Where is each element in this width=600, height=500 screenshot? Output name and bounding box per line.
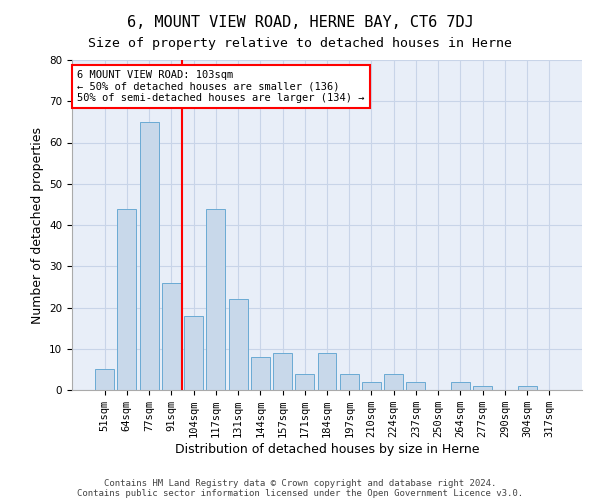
Bar <box>451 382 470 390</box>
Bar <box>340 374 359 390</box>
Bar <box>95 370 114 390</box>
Text: Size of property relative to detached houses in Herne: Size of property relative to detached ho… <box>88 38 512 51</box>
Bar <box>251 357 270 390</box>
Bar <box>162 283 181 390</box>
Y-axis label: Number of detached properties: Number of detached properties <box>31 126 44 324</box>
Bar <box>406 382 425 390</box>
Text: 6, MOUNT VIEW ROAD, HERNE BAY, CT6 7DJ: 6, MOUNT VIEW ROAD, HERNE BAY, CT6 7DJ <box>127 15 473 30</box>
Bar <box>273 353 292 390</box>
Bar <box>295 374 314 390</box>
Bar <box>184 316 203 390</box>
Bar <box>140 122 158 390</box>
Text: Contains HM Land Registry data © Crown copyright and database right 2024.: Contains HM Land Registry data © Crown c… <box>104 478 496 488</box>
X-axis label: Distribution of detached houses by size in Herne: Distribution of detached houses by size … <box>175 443 479 456</box>
Bar <box>118 208 136 390</box>
Bar <box>317 353 337 390</box>
Text: 6 MOUNT VIEW ROAD: 103sqm
← 50% of detached houses are smaller (136)
50% of semi: 6 MOUNT VIEW ROAD: 103sqm ← 50% of detac… <box>77 70 365 103</box>
Bar <box>518 386 536 390</box>
Bar <box>206 208 225 390</box>
Bar <box>229 299 248 390</box>
Bar <box>384 374 403 390</box>
Bar <box>362 382 381 390</box>
Text: Contains public sector information licensed under the Open Government Licence v3: Contains public sector information licen… <box>77 488 523 498</box>
Bar <box>473 386 492 390</box>
